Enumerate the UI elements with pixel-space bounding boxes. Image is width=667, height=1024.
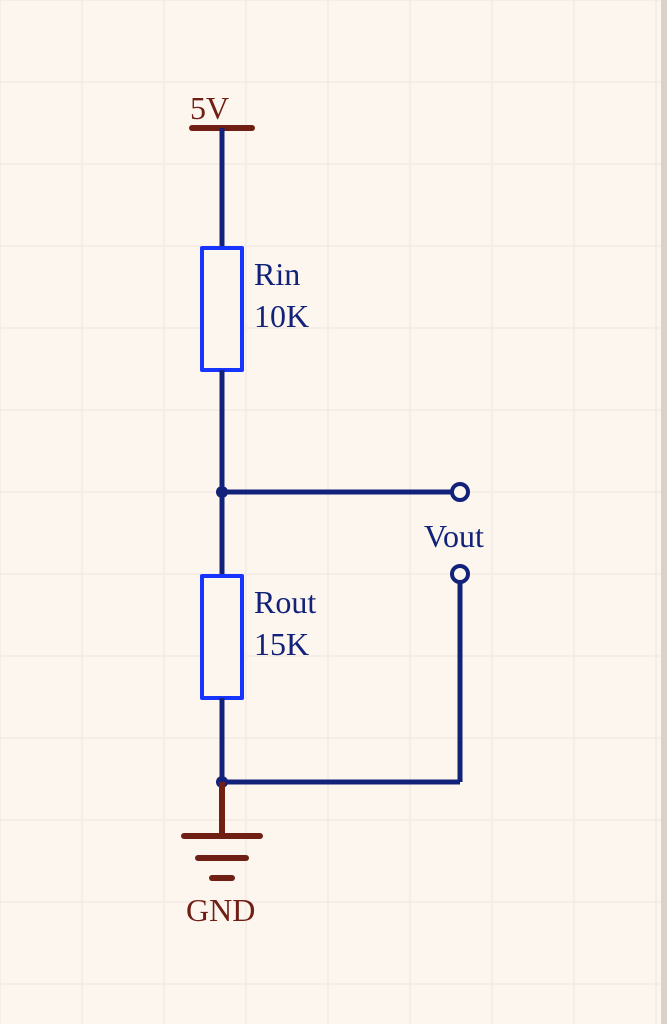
vin-label: 5V [190,88,229,128]
rout-name-label: Rout [254,582,316,622]
vout-label: Vout [424,516,484,556]
schematic-canvas [0,0,667,1024]
rout-value-label: 15K [254,624,309,664]
rin-value-label: 10K [254,296,309,336]
rin-name-label: Rin [254,254,300,294]
gnd-label: GND [186,890,255,930]
